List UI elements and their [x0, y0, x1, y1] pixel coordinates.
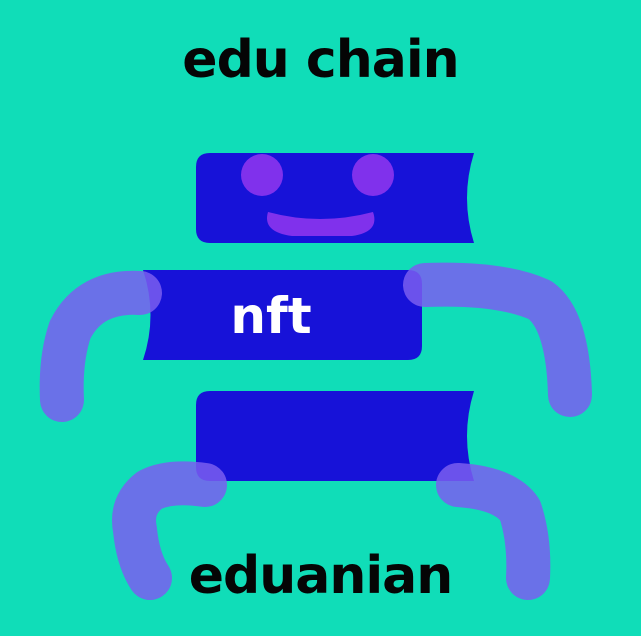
- mascot-base-block: [196, 391, 474, 481]
- mascot-arms: [39, 262, 592, 422]
- left-leg: [112, 461, 227, 600]
- smile: [267, 212, 375, 236]
- mascot-face: [241, 154, 394, 236]
- title-edu-chain: edu chain: [182, 30, 459, 90]
- title-eduanian: eduanian: [188, 546, 454, 606]
- mascot-legs: [112, 461, 551, 600]
- left-eye: [241, 154, 283, 196]
- left-arm: [39, 270, 162, 422]
- right-eye: [352, 154, 394, 196]
- nft-label: nft: [230, 287, 311, 345]
- right-arm: [403, 262, 592, 417]
- mascot-torso-block: [143, 270, 422, 360]
- right-leg: [436, 463, 551, 600]
